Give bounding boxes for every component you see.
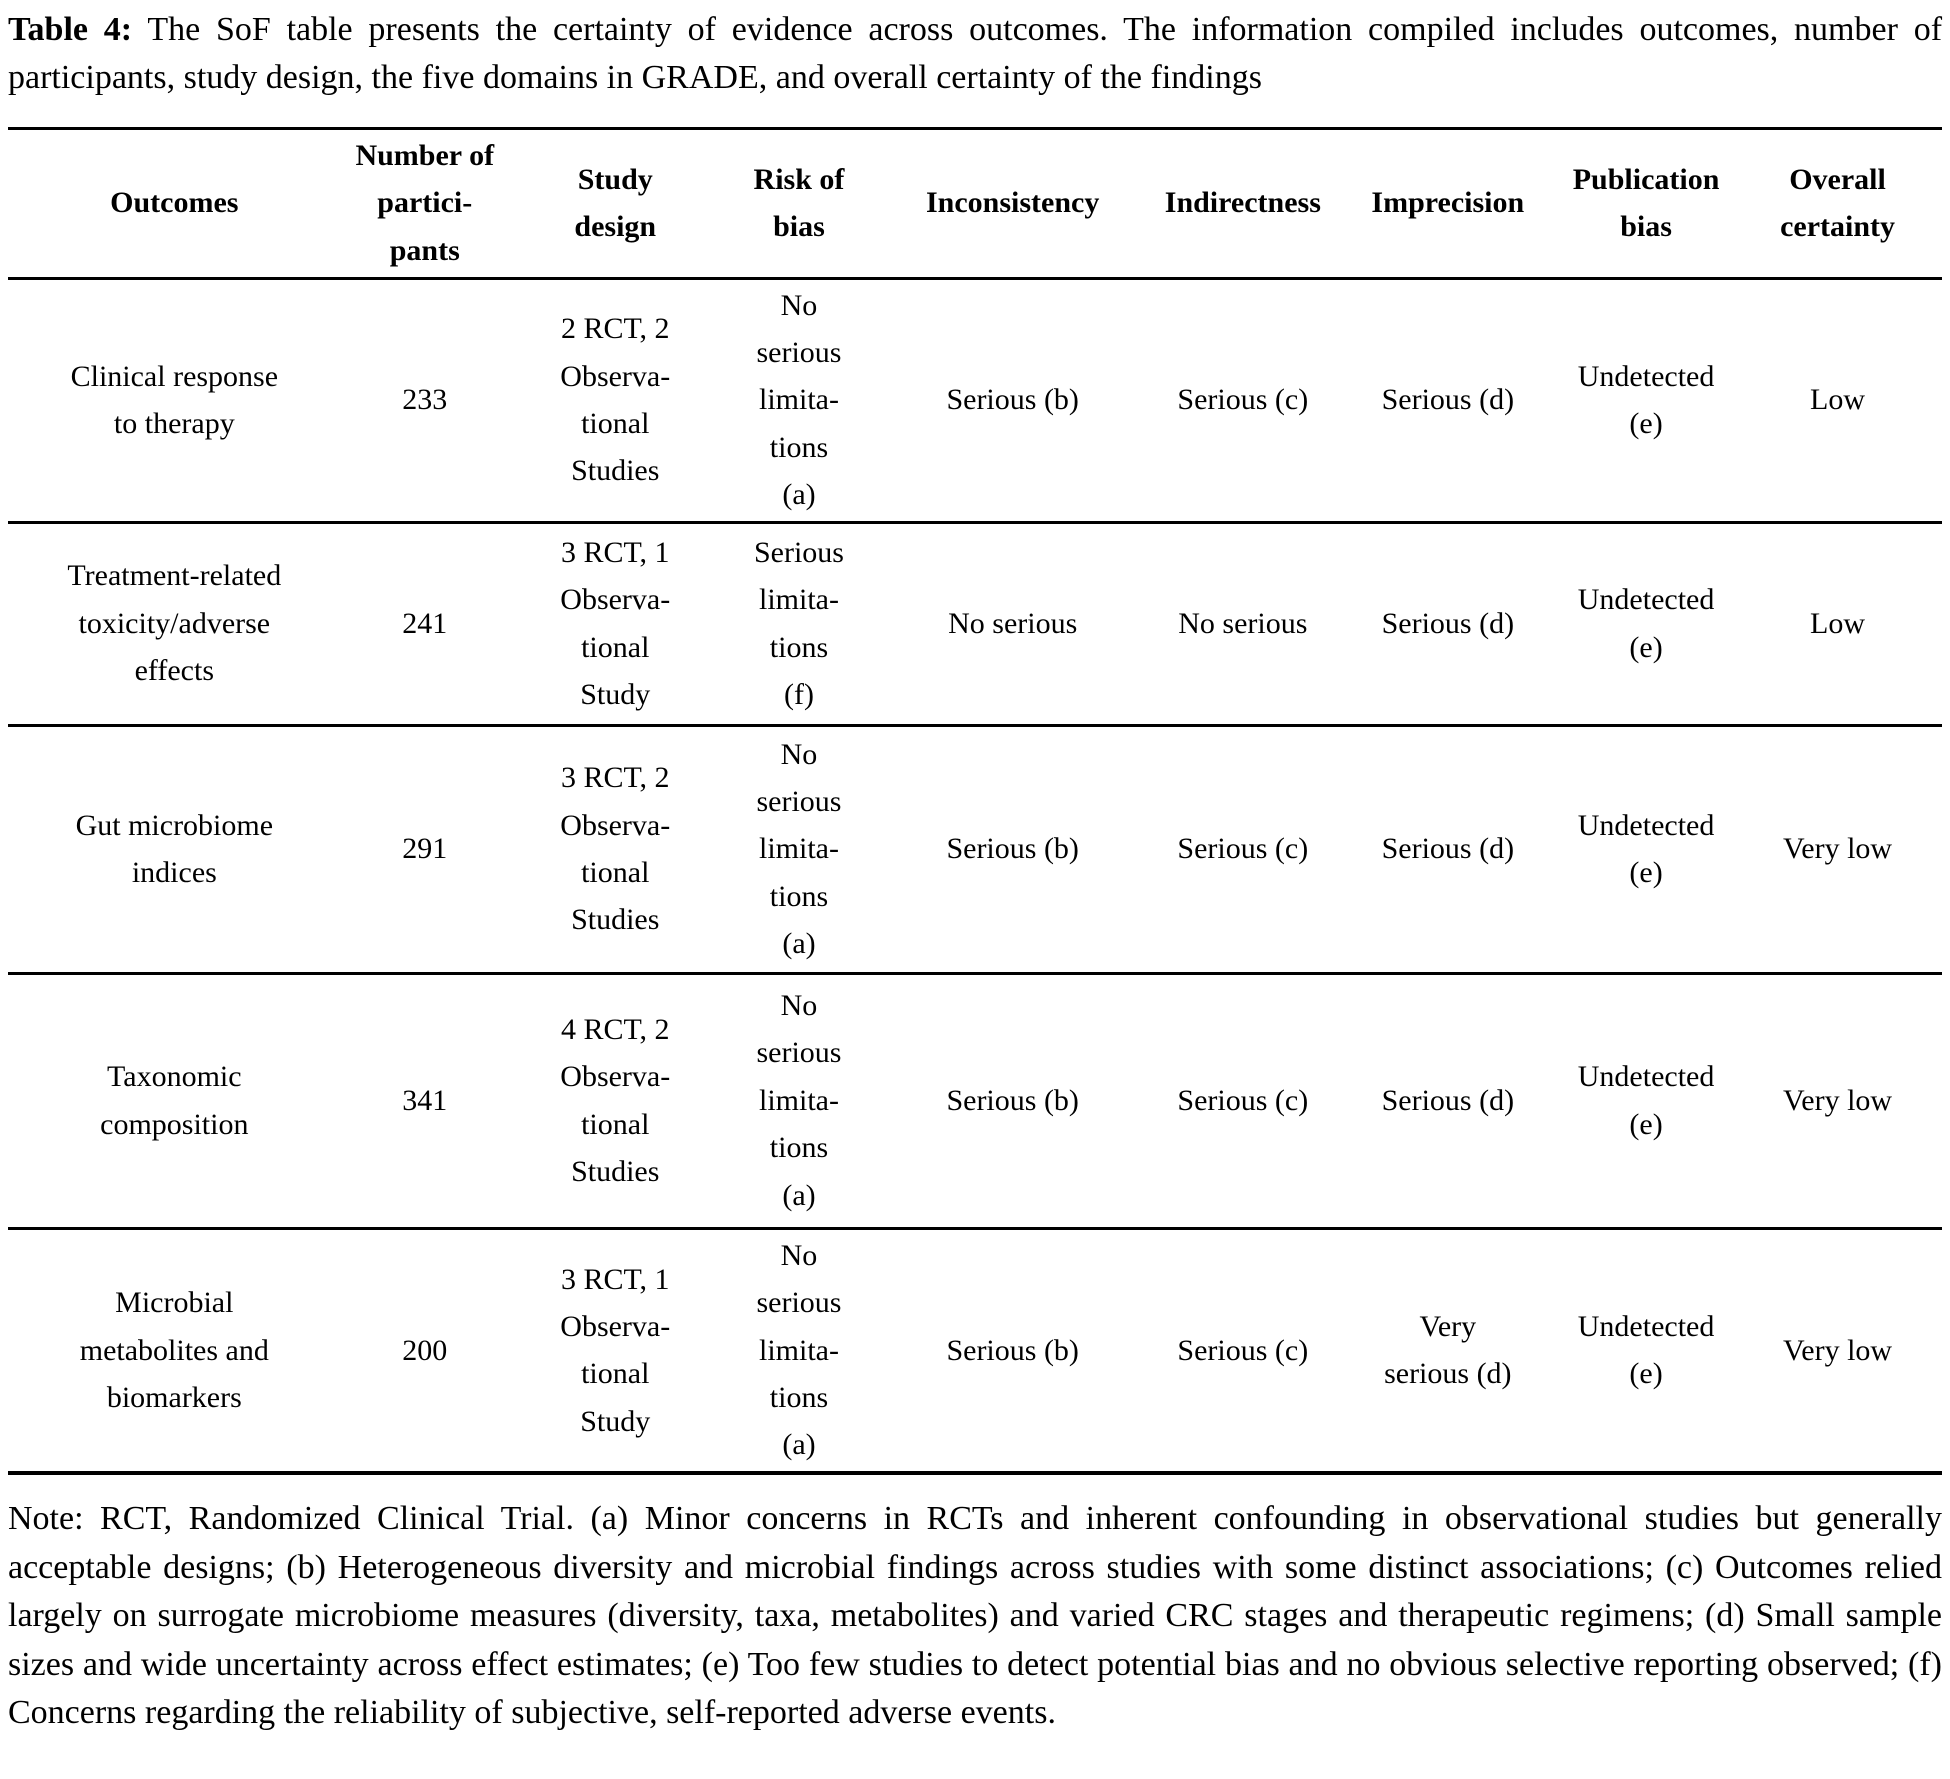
cell-participants: 341: [402, 1083, 448, 1117]
cell-study-design: 3 RCT, 1 Observa- tional Study: [560, 1262, 671, 1438]
cell-imprecision: Serious (d): [1381, 383, 1515, 417]
col-header-publication-bias: Publication bias: [1572, 162, 1720, 244]
cell-risk-of-bias: Serious limita- tions (f): [753, 535, 844, 711]
cell-indirectness: Serious (c): [1177, 832, 1309, 866]
cell-inconsistency: No serious: [948, 606, 1078, 640]
cell-indirectness: No serious: [1178, 606, 1308, 640]
table-caption-text: The SoF table presents the certainty of …: [8, 11, 1943, 97]
cell-publication-bias: Undetected (e): [1577, 808, 1715, 890]
cell-participants: 291: [402, 832, 448, 866]
cell-inconsistency: Serious (b): [946, 1333, 1079, 1367]
cell-outcomes: Clinical response to therapy: [70, 359, 279, 441]
cell-indirectness: Serious (c): [1177, 1333, 1309, 1367]
cell-participants: 241: [402, 606, 448, 640]
table-row-treatment-toxicity: Treatment-related toxicity/adverse effec…: [8, 522, 1942, 726]
cell-imprecision: Serious (d): [1381, 606, 1515, 640]
cell-overall-certainty: Very low: [1782, 832, 1893, 866]
cell-publication-bias: Undetected (e): [1577, 359, 1715, 441]
table-row-microbial-metabolites: Microbial metabolites and biomarkers 200…: [8, 1228, 1942, 1473]
table-row-clinical-response: Clinical response to therapy 233 2 RCT, …: [8, 278, 1942, 523]
cell-study-design: 2 RCT, 2 Observa- tional Studies: [560, 312, 671, 488]
table-row-taxonomic-composition: Taxonomic composition 341 4 RCT, 2 Obser…: [8, 973, 1942, 1229]
cell-overall-certainty: Very low: [1782, 1083, 1893, 1117]
table-footnote: Note: RCT, Randomized Clinical Trial. (a…: [8, 1500, 1942, 1732]
cell-overall-certainty: Low: [1810, 606, 1866, 640]
table-caption: Table 4: The SoF table presents the cert…: [8, 6, 1942, 103]
cell-outcomes: Taxonomic composition: [100, 1060, 249, 1141]
col-header-participants: Number of partici- pants: [355, 138, 495, 267]
col-header-inconsistency: Inconsistency: [926, 186, 1100, 220]
cell-participants: 200: [402, 1333, 448, 1367]
col-header-indirectness: Indirectness: [1164, 186, 1321, 220]
cell-risk-of-bias: No serious limita- tions (a): [756, 989, 842, 1212]
cell-study-design: 3 RCT, 1 Observa- tional Study: [560, 535, 671, 711]
col-header-outcomes: Outcomes: [110, 186, 239, 220]
cell-imprecision: Very serious (d): [1384, 1309, 1512, 1391]
cell-risk-of-bias: No serious limita- tions (a): [756, 1238, 842, 1462]
cell-indirectness: Serious (c): [1177, 383, 1309, 417]
cell-indirectness: Serious (c): [1177, 1083, 1309, 1117]
cell-overall-certainty: Very low: [1782, 1333, 1893, 1367]
cell-study-design: 3 RCT, 2 Observa- tional Studies: [560, 761, 671, 937]
col-header-imprecision: Imprecision: [1371, 186, 1525, 220]
cell-risk-of-bias: No serious limita- tions (a): [756, 288, 842, 512]
col-header-overall-certainty: Overall certainty: [1780, 162, 1896, 244]
table-row-gut-microbiome: Gut microbiome indices 291 3 RCT, 2 Obse…: [8, 725, 1942, 974]
cell-overall-certainty: Low: [1810, 383, 1866, 417]
cell-outcomes: Treatment-related toxicity/adverse effec…: [67, 559, 282, 688]
cell-risk-of-bias: No serious limita- tions (a): [756, 737, 842, 961]
cell-imprecision: Serious (d): [1381, 832, 1515, 866]
col-header-study-design: Study design: [574, 162, 657, 244]
cell-publication-bias: Undetected (e): [1577, 1060, 1715, 1141]
table-caption-label: Table 4:: [8, 11, 133, 48]
cell-outcomes: Microbial metabolites and biomarkers: [79, 1286, 269, 1414]
cell-outcomes: Gut microbiome indices: [75, 808, 274, 890]
cell-publication-bias: Undetected (e): [1577, 1309, 1715, 1391]
col-header-risk-of-bias: Risk of bias: [753, 162, 845, 244]
cell-participants: 233: [402, 383, 448, 417]
cell-imprecision: Serious (d): [1381, 1083, 1515, 1117]
cell-inconsistency: Serious (b): [946, 383, 1079, 417]
cell-study-design: 4 RCT, 2 Observa- tional Studies: [560, 1012, 671, 1188]
cell-publication-bias: Undetected (e): [1577, 583, 1715, 664]
header-row: Outcomes Number of partici- pants Study …: [8, 128, 1942, 279]
cell-inconsistency: Serious (b): [946, 832, 1079, 866]
cell-inconsistency: Serious (b): [946, 1083, 1079, 1117]
sof-table: Outcomes Number of partici- pants Study …: [8, 126, 1942, 1476]
